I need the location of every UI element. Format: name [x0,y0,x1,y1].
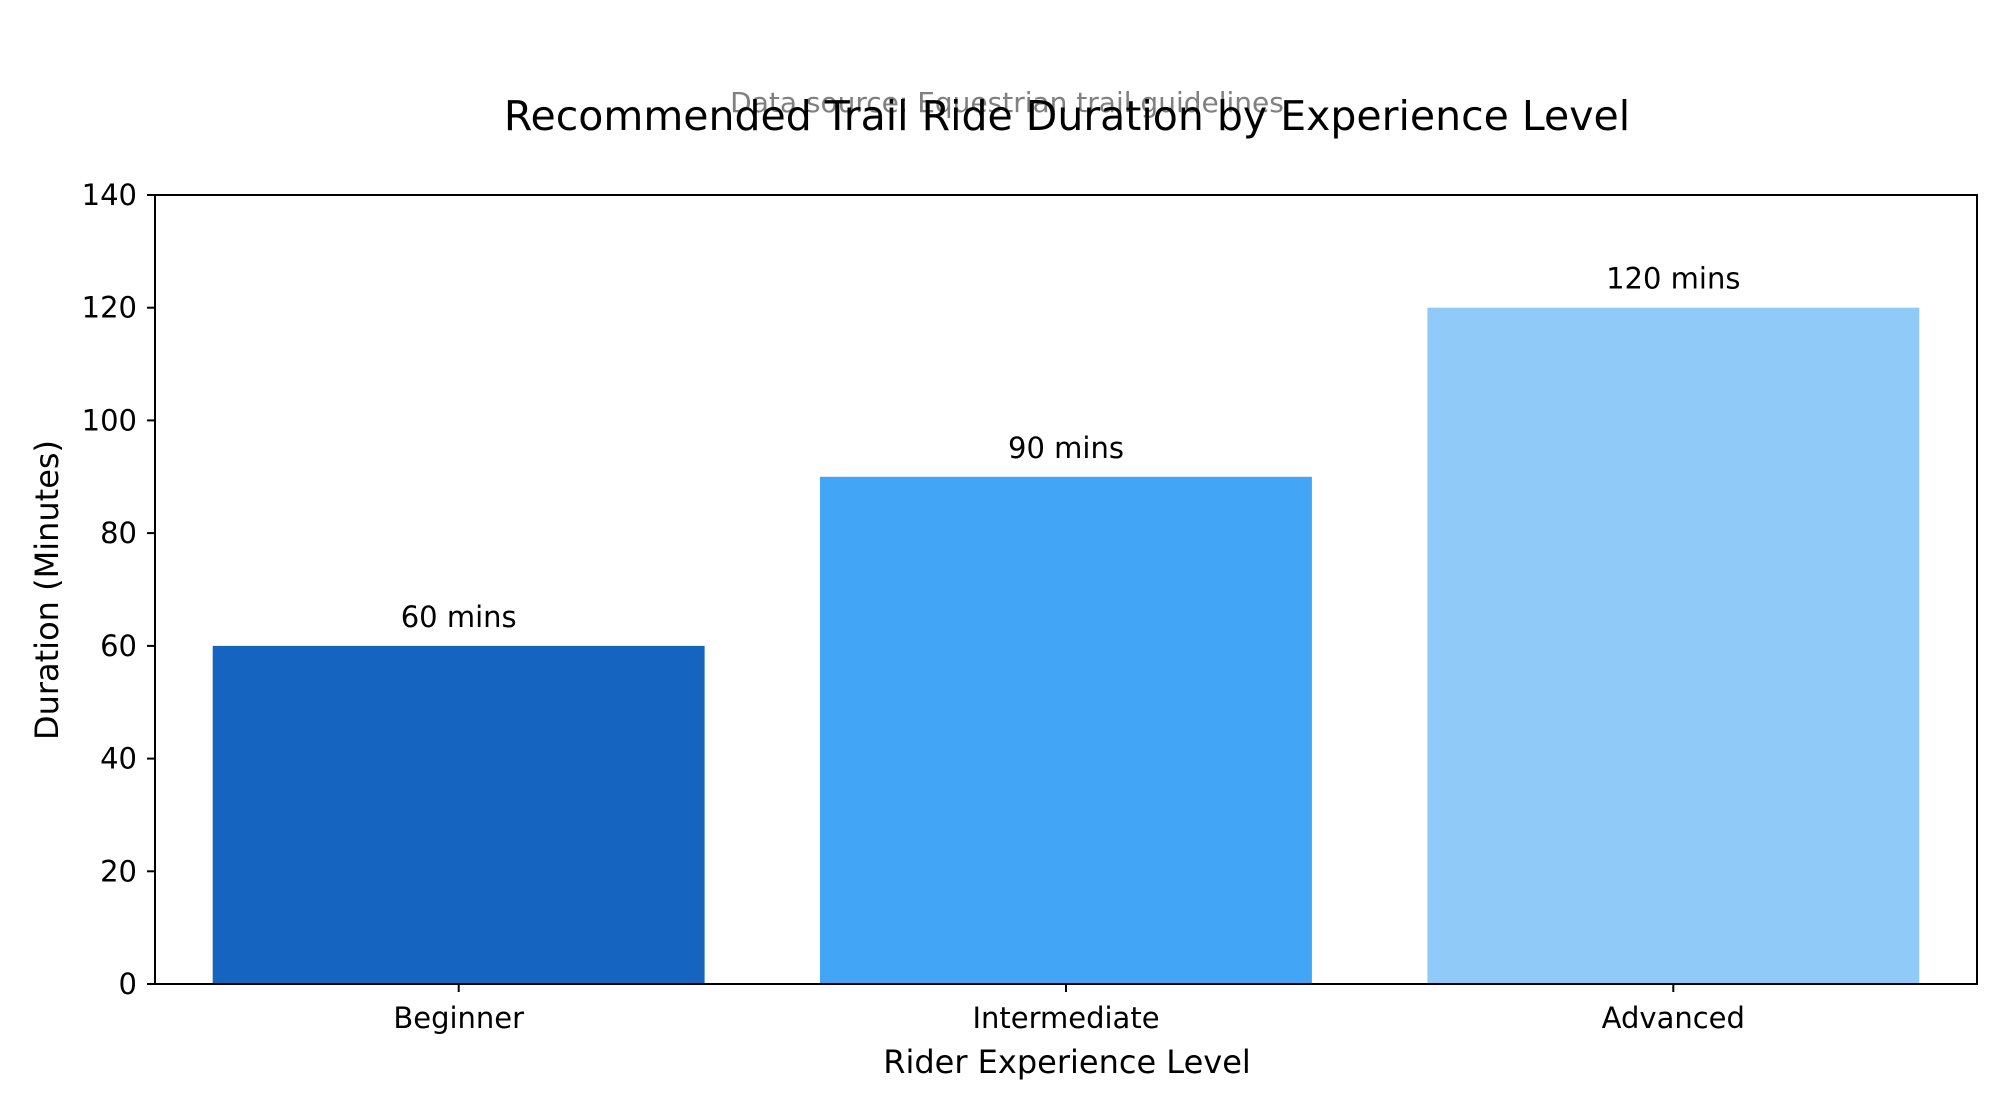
y-axis: 0 20 40 60 80 100 120 140 [82,178,155,1001]
chart-subtitle: Data source: Equestrian trail guidelines [730,86,1284,119]
x-tick-label-intermediate: Intermediate [972,1001,1159,1035]
plot-area-frame [154,194,1978,985]
bar-beginner [212,645,705,984]
data-label-advanced: 120 mins [1606,262,1740,296]
chart-title: Recommended Trail Ride Duration by Exper… [504,92,1630,140]
x-axis: Beginner Intermediate Advanced [393,984,1745,1035]
y-tick-label: 80 [100,516,137,550]
bar-advanced [1427,307,1920,984]
y-tick-label: 20 [100,854,137,888]
x-tick-label-beginner: Beginner [393,1001,524,1035]
y-tick-label: 0 [119,967,137,1001]
y-tick-label: 40 [100,742,137,776]
y-tick-label: 100 [82,403,137,437]
x-tick-label-advanced: Advanced [1602,1001,1745,1035]
y-tick-label: 60 [100,629,137,663]
data-label-beginner: 60 mins [401,600,517,634]
data-label-intermediate: 90 mins [1008,431,1124,465]
y-tick-label: 140 [82,178,137,212]
y-axis-title: Duration (Minutes) [28,440,66,740]
bar-intermediate [820,476,1312,984]
x-axis-title: Rider Experience Level [883,1043,1251,1081]
y-tick-label: 120 [82,291,137,325]
data-labels-layer: 60 mins 90 mins 120 mins [401,262,1741,634]
bars-layer [212,307,1920,984]
